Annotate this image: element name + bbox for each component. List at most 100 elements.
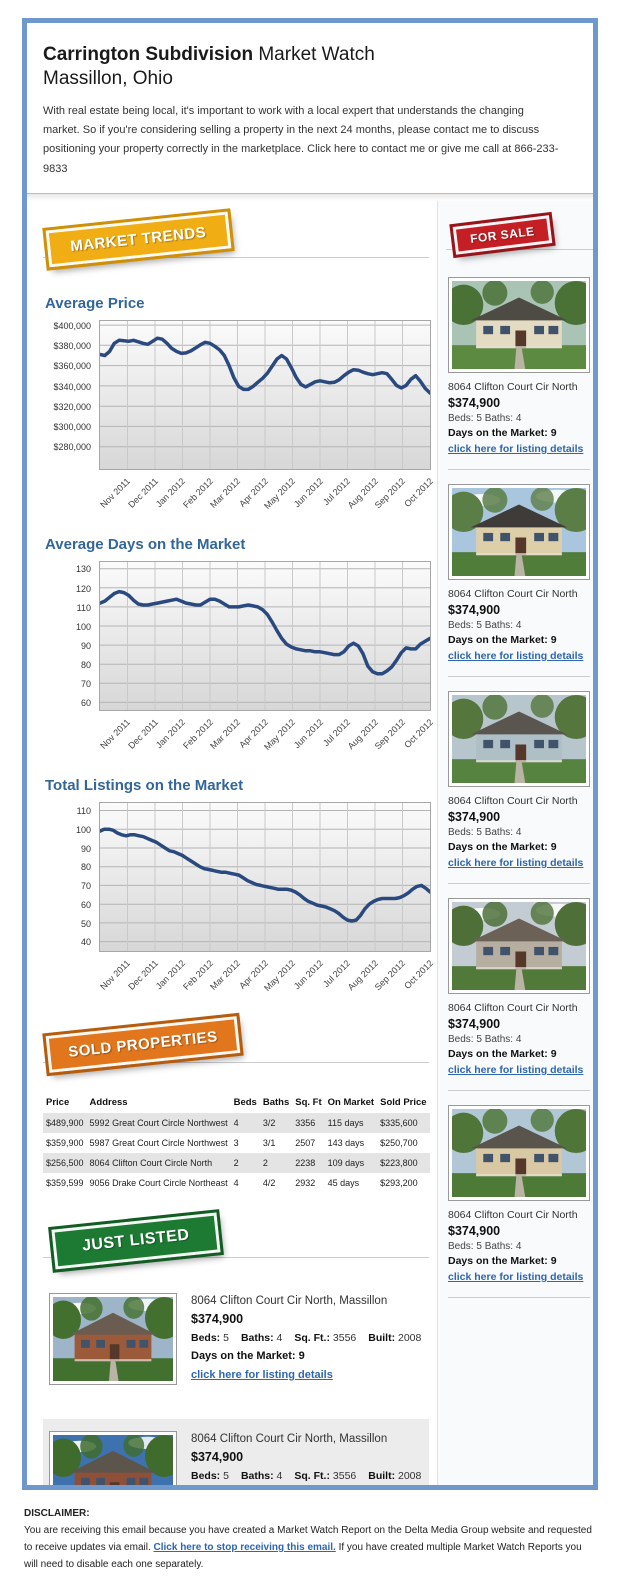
y-tick-label: $300,000: [53, 422, 91, 433]
property-address: 8064 Clifton Court Cir North: [448, 1001, 578, 1014]
y-tick-label: 90: [80, 640, 91, 651]
cell-baths: 4/2: [262, 1177, 276, 1188]
property-address: 8064 Clifton Court Cir North, Massillon: [191, 1294, 388, 1307]
cell-sold-price: $293,200: [380, 1177, 418, 1188]
house-photo-illustration: [53, 1434, 173, 1485]
table-header-row: Price Address Beds Baths Sq. Ft On Marke…: [43, 1092, 430, 1113]
spec-label: Beds:: [191, 1469, 221, 1482]
section-rule: [446, 248, 593, 250]
property-specs: Beds: 5 Baths: 4 Sq. Ft.: 3556 Built: 2008: [191, 1332, 433, 1344]
table-row: $359,599 9056 Drake Court Circle Northeas…: [43, 1173, 430, 1193]
listing-details-link[interactable]: click here for listing details: [448, 1063, 584, 1076]
property-photo[interactable]: [448, 483, 590, 580]
spec-value: 2008: [398, 1469, 422, 1482]
y-tick-label: 80: [80, 659, 91, 670]
property-photo[interactable]: [49, 1430, 177, 1485]
property-address: 8064 Clifton Court Cir North, Massillon: [191, 1432, 388, 1445]
property-photo[interactable]: [448, 690, 590, 787]
cell-address: 5987 Great Court Circle Northwest: [89, 1137, 228, 1148]
spec-value: 4: [276, 1469, 283, 1482]
y-tick-label: $380,000: [53, 341, 91, 352]
chart-plot: [99, 560, 431, 711]
spec-built: Built: 2008: [368, 1470, 421, 1482]
house-photo-illustration: [452, 901, 586, 990]
page-title-suffix: Market Watch: [253, 44, 375, 65]
y-axis-labels: 130 120 110 100 90 80 70 60: [43, 561, 97, 711]
table-row: $256,500 8064 Clifton Court Circle North 2…: [43, 1152, 430, 1173]
listing-details-link[interactable]: click here for listing details: [448, 649, 584, 662]
spec-label: Sq. Ft.:: [294, 1469, 330, 1482]
y-tick-label: $340,000: [53, 381, 91, 392]
spec-baths: Baths: 4: [241, 1470, 282, 1482]
property-beds-baths: Beds: 5 Baths: 4: [448, 826, 522, 838]
spec-label: Built:: [368, 1331, 396, 1344]
listing-details-link[interactable]: click here for listing details: [191, 1368, 333, 1381]
cell-sold-price: $250,700: [380, 1137, 418, 1148]
just-listed-badge: JUST LISTED: [48, 1207, 224, 1274]
for-sale-card: 8064 Clifton Court Cir North $374,900 Be…: [448, 1104, 590, 1298]
property-photo[interactable]: [448, 897, 590, 994]
x-tick-label: Oct 2012: [401, 716, 435, 750]
listing-details-link[interactable]: click here for listing details: [448, 856, 584, 869]
main-column: MARKET TRENDS Average Price $400,000 $380…: [27, 201, 437, 1485]
y-tick-label: $320,000: [53, 401, 91, 412]
cell-beds: 4: [230, 1112, 260, 1133]
property-beds-baths: Beds: 5 Baths: 4: [448, 1240, 522, 1252]
listing-details-link[interactable]: click here for listing details: [448, 1270, 584, 1283]
page-title-subdivision: Carrington Subdivision: [43, 44, 254, 65]
header-divider: [27, 192, 593, 201]
for-sale-card: 8064 Clifton Court Cir North $374,900 Be…: [448, 690, 590, 884]
plot-area: Nov 2011 Dec 2011 Jan 2012 Feb 2012 Mar 2012…: [98, 560, 435, 752]
plot-area: Nov 2011 Dec 2011 Jan 2012 Feb 2012 Mar 2012…: [98, 319, 435, 511]
x-axis-labels: Nov 2011 Dec 2011 Jan 2012 Feb 2012 Mar 2012…: [98, 954, 434, 1000]
property-address: 8064 Clifton Court Cir North: [448, 794, 578, 807]
cell-address: 9056 Drake Court Circle Northeast: [89, 1177, 228, 1188]
sold-properties-badge: SOLD PROPERTIES: [42, 1011, 244, 1078]
y-axis-labels: 110 100 90 80 70 60 50 40: [43, 802, 97, 952]
section-rule: [43, 1256, 429, 1258]
cell-beds: 2: [230, 1152, 260, 1173]
contact-me-link[interactable]: Click here to contact me: [307, 143, 426, 156]
property-photo[interactable]: [49, 1292, 177, 1385]
y-tick-label: 50: [80, 918, 91, 929]
cell-address: 5992 Great Court Circle Northwest: [86, 1112, 231, 1133]
house-photo-illustration: [452, 694, 586, 783]
y-axis-labels: $400,000 $380,000 $360,000 $340,000 $320,000…: [43, 320, 97, 470]
property-days-on-market: Days on the Market: 9: [448, 1047, 557, 1060]
listing-details-link[interactable]: click here for listing details: [448, 442, 584, 455]
spec-built: Built: 2008: [368, 1332, 421, 1344]
cell-baths: 3/2: [259, 1112, 293, 1133]
sold-properties-table: Price Address Beds Baths Sq. Ft On Marke…: [43, 1092, 430, 1193]
x-tick-label: Dec 2011: [125, 957, 160, 992]
property-specs: Beds: 5 Baths: 4 Sq. Ft.: 3556 Built: 2008: [191, 1470, 433, 1482]
average-days-title: Average Days on the Market: [45, 535, 246, 553]
y-tick-label: 120: [75, 583, 91, 594]
property-photo[interactable]: [448, 276, 590, 373]
cell-on-market: 45 days: [327, 1177, 360, 1188]
spec-beds: Beds: 5: [191, 1470, 229, 1482]
property-price: $374,900: [448, 1223, 501, 1238]
property-days-on-market: Days on the Market: 9: [191, 1349, 305, 1362]
disclaimer-text: You are receiving this email because you…: [24, 1525, 592, 1553]
section-rule: [43, 1061, 429, 1063]
listing-info: 8064 Clifton Court Cir North, Massillon …: [191, 1431, 433, 1485]
y-tick-label: 100: [75, 824, 91, 835]
for-sale-card: 8064 Clifton Court Cir North $374,900 Be…: [448, 483, 590, 677]
y-tick-label: 70: [80, 679, 91, 689]
spec-beds: Beds: 5: [191, 1332, 229, 1344]
for-sale-card: 8064 Clifton Court Cir North $374,900 Be…: [448, 276, 590, 470]
unsubscribe-link[interactable]: Click here to stop receiving this email.: [153, 1542, 336, 1553]
property-photo[interactable]: [448, 1104, 590, 1201]
property-price: $374,900: [191, 1311, 244, 1326]
property-price: $374,900: [191, 1449, 244, 1464]
section-rule: [43, 256, 429, 258]
x-tick-label: Oct 2012: [401, 957, 435, 991]
email-content-frame: Carrington Subdivision Market Watch Mass…: [22, 18, 598, 1490]
just-listed-badge-row: JUST LISTED: [43, 1207, 429, 1277]
plot-area: Nov 2011 Dec 2011 Jan 2012 Feb 2012 Mar 2012…: [98, 801, 435, 993]
disclaimer-heading: DISCLAIMER:: [24, 1508, 90, 1519]
col-baths: Baths: [262, 1096, 290, 1108]
y-tick-label: 130: [75, 564, 91, 575]
spec-label: Baths:: [240, 1331, 274, 1344]
y-tick-label: 60: [80, 698, 91, 709]
